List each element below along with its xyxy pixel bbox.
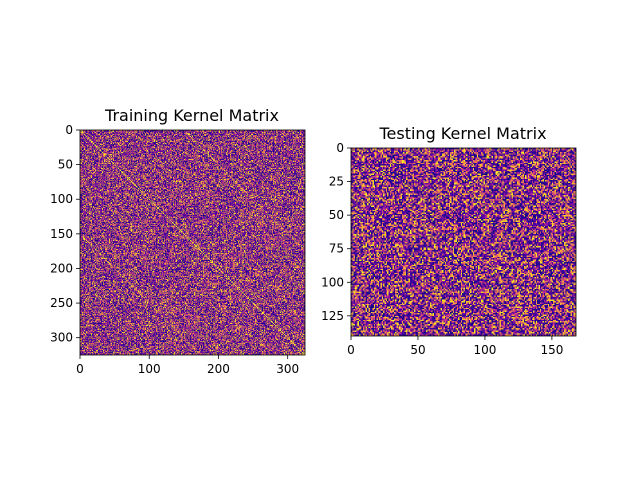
training-x-tick-label: 100 (138, 362, 161, 376)
testing-kernel-panel: Testing Kernel Matrix 0 50 100 150 0 25 50 75 10… (321, 124, 577, 357)
training-y-tick-label: 100 (50, 192, 73, 206)
training-axes-frame (79, 129, 306, 356)
training-y-tick-label: 200 (50, 261, 73, 275)
testing-y-tick-label: 0 (336, 141, 344, 155)
testing-kernel-title: Testing Kernel Matrix (378, 124, 546, 143)
training-y-tick-label: 300 (50, 331, 73, 345)
training-y-tick-label: 50 (58, 158, 73, 172)
training-kernel-title: Training Kernel Matrix (104, 106, 279, 125)
training-heatmap-image (80, 130, 305, 355)
testing-axes-frame (350, 147, 577, 337)
training-y-tick-label: 150 (50, 227, 73, 241)
training-y-tick-label: 0 (65, 123, 73, 137)
testing-y-tick-label: 75 (329, 242, 344, 256)
testing-y-tick-label: 125 (321, 309, 344, 323)
testing-x-tick-label: 50 (410, 343, 425, 357)
testing-y-tick-label: 25 (329, 175, 344, 189)
testing-x-tick-label: 100 (473, 343, 496, 357)
testing-y-tick-label: 50 (329, 208, 344, 222)
training-x-tick-label: 0 (76, 362, 84, 376)
training-x-tick-label: 300 (276, 362, 299, 376)
testing-y-tick-label: 100 (321, 275, 344, 289)
testing-x-tick-label: 0 (347, 343, 355, 357)
testing-x-tick-label: 150 (540, 343, 563, 357)
training-kernel-panel: Training Kernel Matrix 0 100 200 300 0 50 100 1… (50, 106, 306, 376)
training-y-tick-label: 250 (50, 296, 73, 310)
training-x-tick-label: 200 (207, 362, 230, 376)
testing-heatmap-image (351, 148, 576, 336)
